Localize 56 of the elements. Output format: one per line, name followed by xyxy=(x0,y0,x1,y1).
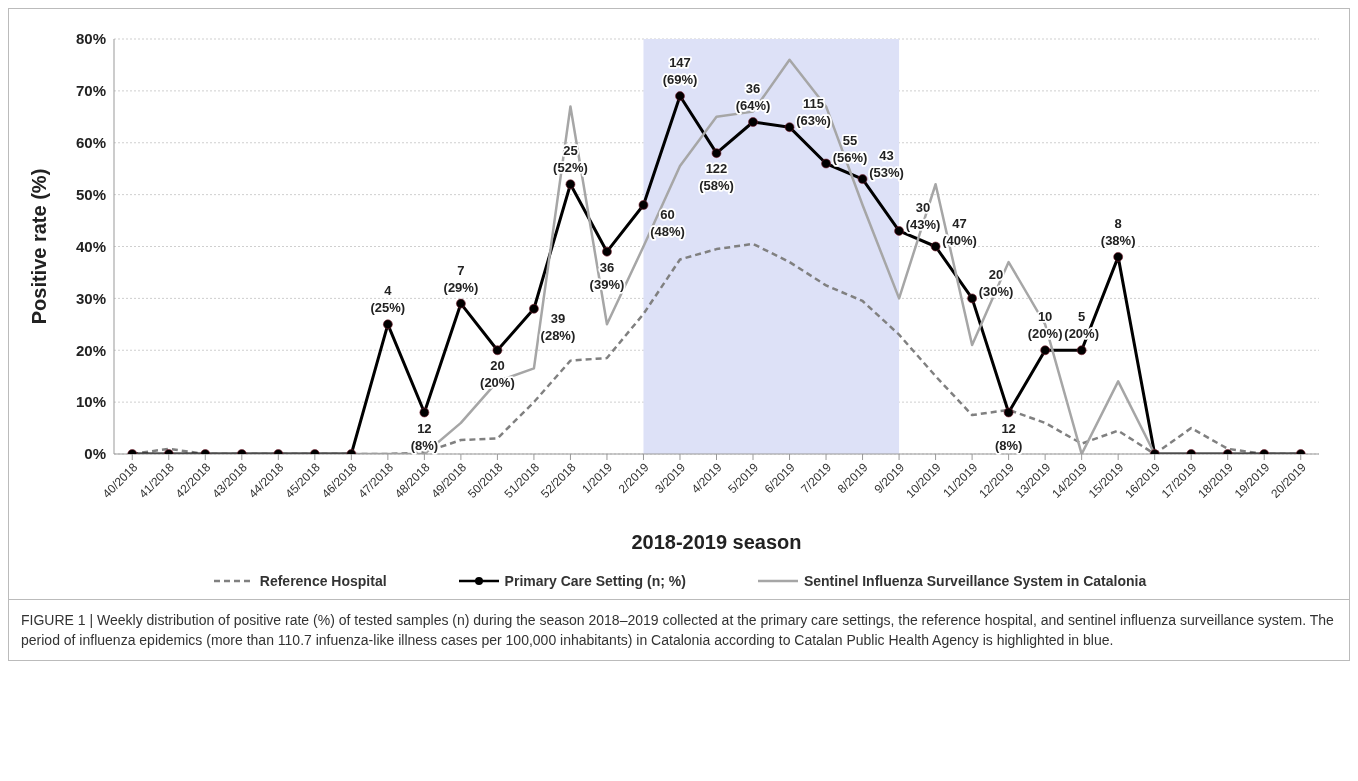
point xyxy=(492,345,503,356)
x-axis-title: 2018-2019 season xyxy=(631,531,802,553)
legend-label: Primary Care Setting (n; %) xyxy=(504,573,686,589)
point xyxy=(930,241,941,252)
data-label: 20 (30%) xyxy=(978,267,1014,300)
point xyxy=(821,158,831,169)
data-label: 47 (40%) xyxy=(942,215,977,248)
caption: FIGURE 1 | Weekly distribution of positive rate (%) of tested samples (n) during the season 2018–2019 collected at the primary care settings, the reference hospital, and sentinel influenza surveillance system. The period of influenza epidemics (more than 110.7 infuenza-like illness cases per 100,000 inhabitants) in Catalonia according to Catalan Public Health Agency is highlighted in blue. xyxy=(9,599,1349,660)
legend-label: Reference Hospital xyxy=(259,573,387,589)
point xyxy=(1040,345,1050,356)
point xyxy=(1076,345,1087,356)
y-tick-label: 40% xyxy=(75,237,106,255)
data-label: 20 (20%) xyxy=(480,358,515,391)
data-label: 43 (53%) xyxy=(869,148,904,181)
data-label: 122 (58%) xyxy=(699,161,734,194)
data-label: 8 (38%) xyxy=(1100,215,1136,248)
point xyxy=(711,148,722,158)
point xyxy=(456,298,466,309)
point xyxy=(857,174,868,184)
data-label: 39 (28%) xyxy=(540,310,576,343)
y-tick-label: 60% xyxy=(75,134,106,152)
point xyxy=(529,303,539,314)
point xyxy=(1113,252,1123,262)
point xyxy=(383,319,393,330)
y-tick-label: 30% xyxy=(75,289,106,307)
point xyxy=(419,407,430,418)
y-tick-label: 70% xyxy=(75,82,106,100)
data-label: 36 (64%) xyxy=(735,81,771,113)
point xyxy=(565,179,576,190)
point xyxy=(784,122,795,132)
data-label: 4 (25%) xyxy=(370,283,406,316)
data-label: 147 (69%) xyxy=(662,55,698,88)
data-label: 25 (52%) xyxy=(553,143,588,176)
y-tick-label: 20% xyxy=(75,341,106,359)
legend-label: Sentinel Influenza Surveillance System in Catalonia xyxy=(803,573,1147,589)
data-label: 10 (20%) xyxy=(1027,309,1063,342)
data-label: 12 (8%) xyxy=(994,420,1023,453)
point xyxy=(967,293,977,304)
y-tick-label: 80% xyxy=(75,30,106,48)
data-label: 12 (8%) xyxy=(410,420,439,453)
point xyxy=(638,200,649,210)
y-tick-label: 0% xyxy=(84,445,106,463)
y-tick-label: 50% xyxy=(75,185,106,203)
data-label: 55 (56%) xyxy=(832,132,868,165)
y-tick-label: 10% xyxy=(75,393,106,411)
point xyxy=(675,91,685,101)
y-axis-title: Positive rate (%) xyxy=(28,168,51,325)
data-label: 115 (63%) xyxy=(796,96,831,129)
point xyxy=(748,117,758,127)
point xyxy=(602,246,612,257)
data-label: 30 (43%) xyxy=(905,199,941,232)
data-label: 36 (39%) xyxy=(589,259,625,292)
point xyxy=(1003,407,1014,418)
data-label: 60 (48%) xyxy=(650,207,685,239)
data-label: 7 (29%) xyxy=(443,262,479,295)
point xyxy=(894,226,904,236)
